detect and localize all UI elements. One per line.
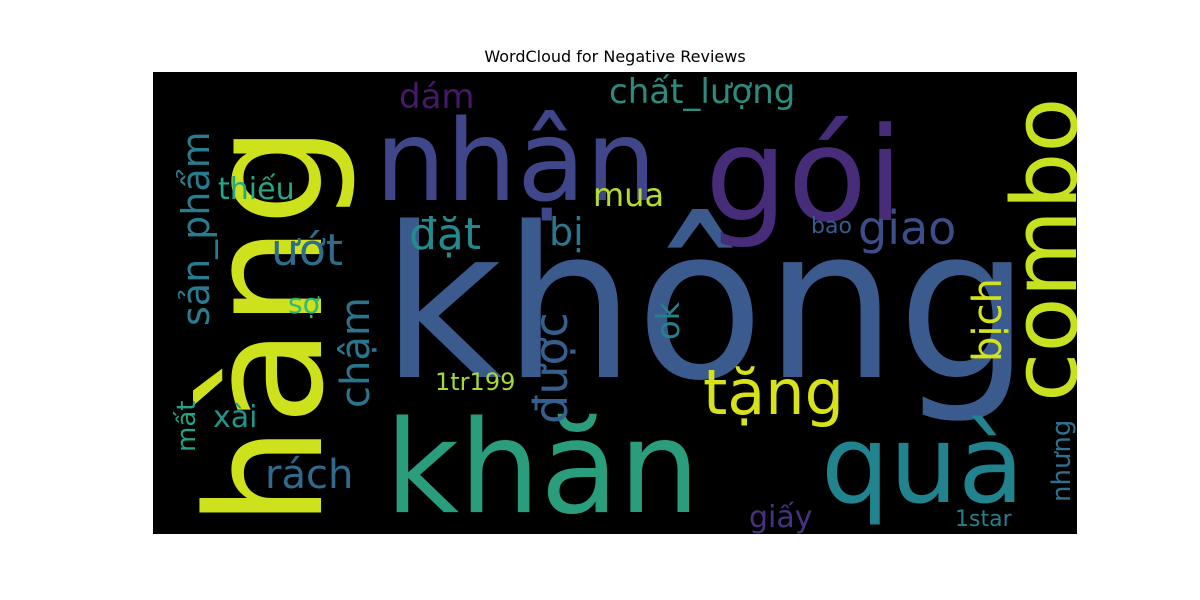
word-13: được <box>524 312 578 424</box>
word-3: gói <box>705 99 903 251</box>
word-24: mất <box>172 401 202 452</box>
word-1: hàng <box>172 125 359 527</box>
word-25: sợ <box>288 287 320 320</box>
word-6: quà <box>821 403 1024 528</box>
word-11: sản_phẩm <box>174 131 218 326</box>
word-10: chất_lượng <box>609 72 795 112</box>
word-4: khăn <box>385 394 700 534</box>
word-14: chậm <box>333 297 379 408</box>
word-23: giấy <box>749 500 813 534</box>
word-18: mua <box>593 176 664 214</box>
word-27: 1tr199 <box>435 368 515 396</box>
word-21: xài <box>213 400 257 435</box>
word-5: combo <box>993 98 1077 402</box>
word-15: bịch <box>965 278 1011 362</box>
chart-title: WordCloud for Negative Reviews <box>484 47 746 66</box>
word-22: ok <box>649 301 687 340</box>
word-8: giao <box>858 201 956 255</box>
word-16: bị <box>549 210 584 254</box>
word-0: không <box>381 182 1031 427</box>
word-9: đặt <box>409 209 481 260</box>
wordcloud-canvas: không hàng nhận gói khăn combo quà tặng giao đặt c… <box>153 72 1077 534</box>
word-17: rách <box>265 452 353 498</box>
word-12: ướt <box>271 225 343 276</box>
word-19: thiếu <box>218 172 295 207</box>
word-2: nhận <box>375 97 657 227</box>
word-26: nhưng <box>1047 420 1077 502</box>
word-7: tặng <box>703 356 844 429</box>
wordcloud-background <box>153 72 1077 534</box>
word-20: dám <box>399 77 475 117</box>
word-28: 1star <box>955 507 1013 532</box>
word-29: bao <box>811 214 852 239</box>
